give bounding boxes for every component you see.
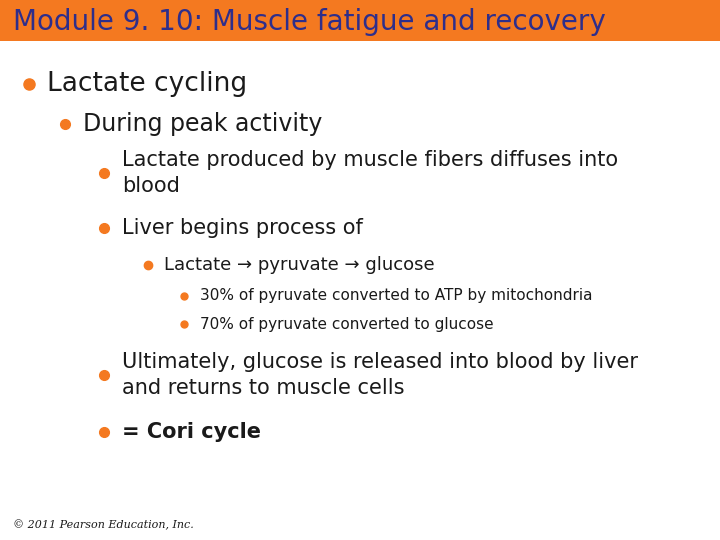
Text: 30% of pyruvate converted to ATP by mitochondria: 30% of pyruvate converted to ATP by mito… [200, 288, 593, 303]
Text: Lactate produced by muscle fibers diffuses into
blood: Lactate produced by muscle fibers diffus… [122, 150, 618, 195]
Text: = Cori cycle: = Cori cycle [122, 422, 261, 442]
Text: Lactate → pyruvate → glucose: Lactate → pyruvate → glucose [164, 255, 435, 274]
Text: During peak activity: During peak activity [83, 112, 322, 136]
Text: © 2011 Pearson Education, Inc.: © 2011 Pearson Education, Inc. [13, 519, 194, 530]
Text: Liver begins process of: Liver begins process of [122, 218, 364, 238]
Text: 70% of pyruvate converted to glucose: 70% of pyruvate converted to glucose [200, 316, 494, 332]
Text: Ultimately, glucose is released into blood by liver
and returns to muscle cells: Ultimately, glucose is released into blo… [122, 353, 639, 398]
Text: Lactate cycling: Lactate cycling [47, 71, 247, 97]
Text: Module 9. 10: Muscle fatigue and recovery: Module 9. 10: Muscle fatigue and recover… [13, 8, 606, 36]
FancyBboxPatch shape [0, 0, 720, 40]
